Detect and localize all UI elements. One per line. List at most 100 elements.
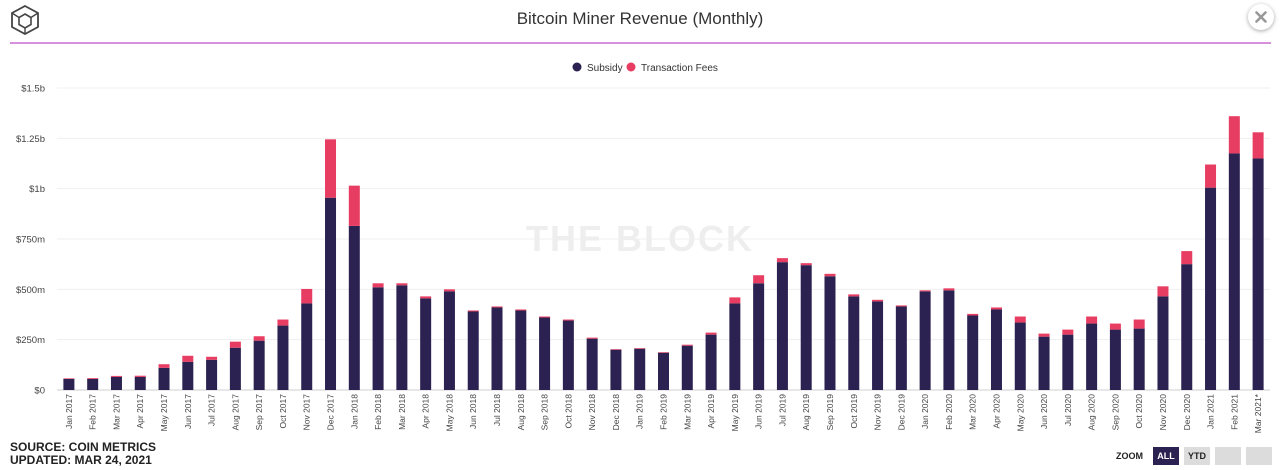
bar-subsidy: [372, 287, 384, 390]
bar-subsidy: [776, 262, 788, 390]
bar-subsidy: [943, 290, 955, 390]
bar-subsidy: [443, 291, 455, 390]
chart-header: Bitcoin Miner Revenue (Monthly): [0, 0, 1280, 44]
x-tick-label: Feb 2017: [88, 394, 98, 430]
x-tick-label: Jul 2017: [207, 394, 217, 426]
x-tick-label: Dec 2018: [611, 394, 621, 431]
bar-subsidy: [1086, 323, 1098, 390]
bar-subsidy: [325, 197, 337, 390]
x-tick-label: Oct 2017: [278, 394, 288, 429]
bar-fees: [325, 139, 337, 198]
y-tick-label: $1.5b: [21, 84, 45, 95]
x-tick-label: Apr 2017: [135, 394, 145, 429]
x-tick-label: Sep 2020: [1110, 394, 1120, 431]
x-tick-label: Sep 2018: [540, 394, 550, 431]
x-tick-label: Apr 2020: [991, 394, 1001, 429]
x-tick-label: Apr 2018: [421, 394, 431, 429]
legend-marker: [626, 62, 636, 72]
x-tick-label: Aug 2019: [801, 394, 811, 431]
y-tick-label: $250m: [16, 335, 45, 346]
bar-fees: [1133, 319, 1145, 329]
bar-subsidy: [182, 361, 194, 390]
x-tick-label: Jan 2017: [64, 394, 74, 429]
x-tick-label: Aug 2017: [230, 394, 240, 431]
bar-fees: [110, 375, 122, 377]
zoom-range-start-input[interactable]: [1215, 447, 1241, 465]
bar-subsidy: [729, 303, 741, 390]
x-tick-label: Mar 2018: [397, 394, 407, 430]
bar-fees: [681, 344, 693, 346]
x-tick-label: Oct 2020: [1134, 394, 1144, 429]
close-icon: [1255, 11, 1267, 23]
bar-fees: [443, 289, 455, 292]
zoom-controls: ZOOM ALL YTD: [1116, 447, 1272, 465]
bar-fees: [967, 313, 979, 316]
x-tick-label: Feb 2018: [373, 394, 383, 430]
bar-fees: [515, 309, 527, 311]
bar-fees: [658, 352, 669, 353]
x-tick-label: Nov 2020: [1158, 394, 1168, 431]
bar-fees: [1086, 316, 1098, 324]
stacked-bar-chart: Subsidy Transaction Fees $0 $250m $500m $750m…: [16, 62, 1270, 433]
bar-fees: [1252, 132, 1264, 159]
close-button[interactable]: [1248, 4, 1274, 30]
bar-subsidy: [1252, 158, 1264, 390]
bar-fees: [824, 273, 836, 277]
bar-subsidy: [634, 348, 646, 390]
header-divider: [10, 42, 1271, 44]
x-tick-label: Mar 2017: [111, 394, 121, 430]
zoom-all-button[interactable]: ALL: [1153, 447, 1179, 465]
cube-logo-icon[interactable]: [10, 5, 40, 35]
bar-fees: [586, 337, 598, 339]
x-tick-label: Nov 2017: [302, 394, 312, 431]
x-tick-label: Jul 2018: [492, 394, 502, 426]
x-tick-label: Sep 2019: [825, 394, 835, 431]
bar-subsidy: [253, 340, 265, 390]
bar-subsidy: [420, 298, 432, 390]
bar-fees: [158, 364, 170, 368]
bar-subsidy: [1109, 329, 1121, 390]
bar-subsidy: [1038, 336, 1050, 390]
x-tick-label: Feb 2021: [1229, 394, 1239, 430]
bar-subsidy: [919, 291, 931, 390]
bar-fees: [1038, 333, 1050, 337]
bar-fees: [800, 263, 812, 266]
bar-subsidy: [1133, 328, 1145, 390]
bar-fees: [1181, 251, 1193, 265]
x-tick-label: May 2020: [1015, 394, 1025, 432]
bar-subsidy: [586, 338, 598, 390]
chart-title: Bitcoin Miner Revenue (Monthly): [516, 9, 764, 28]
x-tick-label: Jun 2018: [468, 394, 478, 429]
source-note: SOURCE: COIN METRICS UPDATED: MAR 24, 20…: [10, 441, 156, 467]
bar-subsidy: [1014, 322, 1026, 390]
y-tick-label: $1b: [29, 184, 45, 195]
bar-subsidy: [539, 317, 551, 390]
bar-fees: [1109, 323, 1121, 330]
x-tick-label: Mar 2020: [968, 394, 978, 430]
bar-fees: [1157, 286, 1169, 297]
bar-subsidy: [610, 349, 622, 390]
bar-subsidy: [206, 359, 218, 390]
bar-subsidy: [800, 265, 812, 390]
x-tick-label: Jun 2019: [754, 394, 764, 429]
bar-subsidy: [467, 311, 479, 390]
x-tick-label: Nov 2018: [587, 394, 597, 431]
bar-fees: [348, 185, 360, 226]
bar-subsidy: [348, 225, 360, 390]
bar-subsidy: [872, 301, 884, 390]
zoom-ytd-button[interactable]: YTD: [1184, 447, 1210, 465]
legend-label: Subsidy: [587, 63, 623, 74]
bar-fees: [277, 319, 289, 326]
x-tick-label: Oct 2018: [563, 394, 573, 429]
bar-fees: [990, 307, 1002, 310]
bar-fees: [206, 356, 218, 360]
y-tick-label: $0: [34, 386, 45, 397]
y-tick-label: $500m: [16, 285, 45, 296]
bar-subsidy: [87, 378, 99, 390]
bar-subsidy: [158, 367, 170, 390]
bar-subsidy: [396, 285, 408, 390]
zoom-range-end-input[interactable]: [1246, 447, 1272, 465]
bar-fees: [943, 288, 955, 291]
bar-subsidy: [753, 283, 765, 390]
source-text: SOURCE: COIN METRICS: [10, 440, 157, 454]
